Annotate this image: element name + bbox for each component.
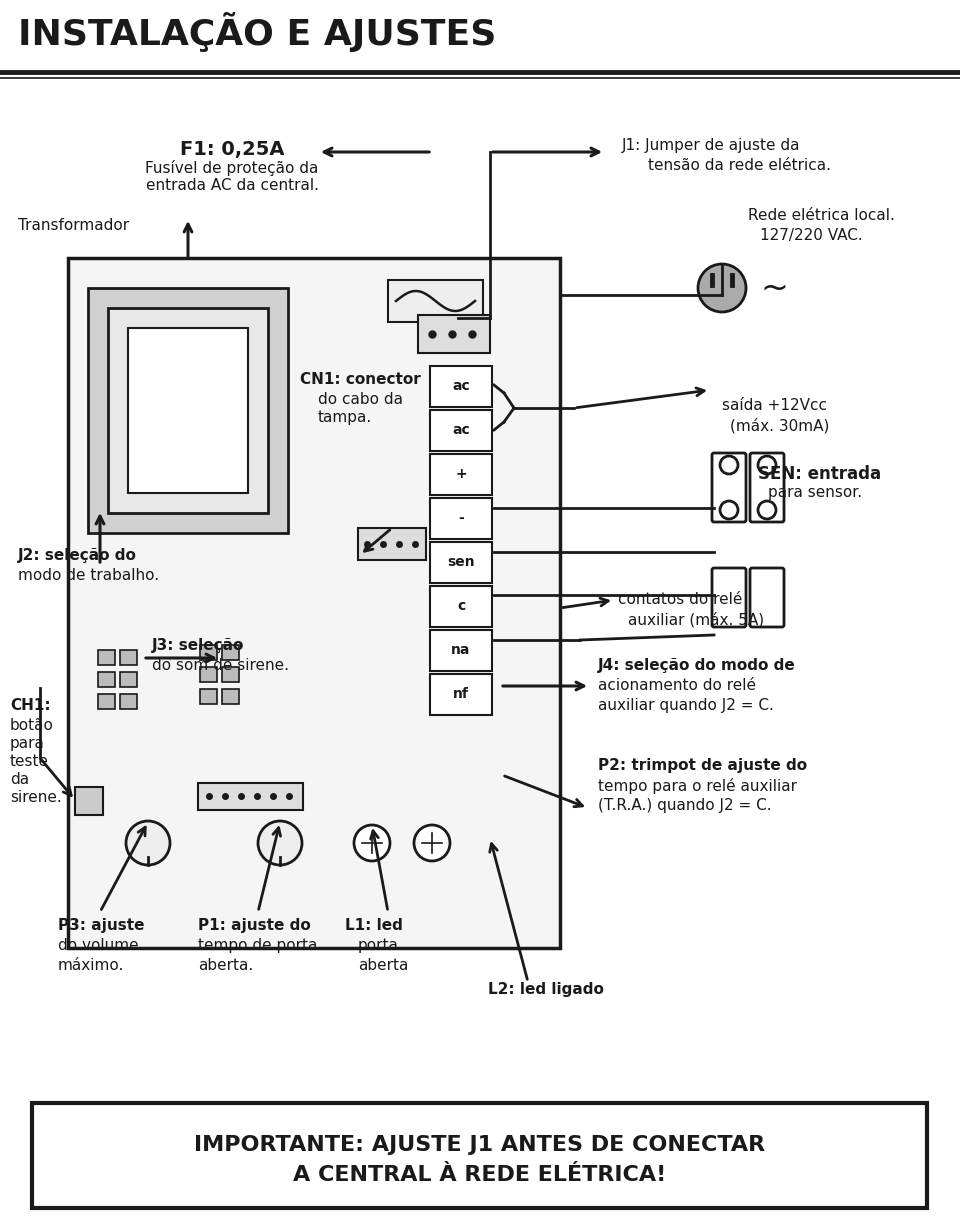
Text: tempo de porta: tempo de porta bbox=[198, 938, 318, 953]
Bar bbox=[32, 1103, 927, 1208]
Text: ~: ~ bbox=[760, 271, 788, 305]
Bar bbox=[430, 499, 492, 539]
Text: saída +12Vcc: saída +12Vcc bbox=[722, 398, 827, 413]
Bar bbox=[430, 586, 492, 628]
Bar bbox=[198, 783, 303, 810]
Text: -: - bbox=[458, 511, 464, 524]
Text: F1: 0,25A: F1: 0,25A bbox=[180, 140, 284, 158]
Text: botão: botão bbox=[10, 718, 54, 733]
Text: modo de trabalho.: modo de trabalho. bbox=[18, 569, 159, 583]
FancyBboxPatch shape bbox=[712, 569, 746, 628]
Text: P3: ajuste: P3: ajuste bbox=[58, 919, 145, 933]
Text: J1: Jumper de ajuste da: J1: Jumper de ajuste da bbox=[622, 138, 801, 154]
Text: c: c bbox=[457, 598, 466, 613]
Text: +: + bbox=[455, 467, 467, 480]
Text: do cabo da: do cabo da bbox=[318, 392, 403, 406]
Text: (máx. 30mA): (máx. 30mA) bbox=[730, 418, 829, 433]
Text: do volume: do volume bbox=[58, 938, 138, 953]
Text: SEN: entrada: SEN: entrada bbox=[758, 465, 881, 483]
Text: máximo.: máximo. bbox=[58, 958, 125, 973]
Bar bbox=[120, 650, 137, 666]
Bar bbox=[430, 366, 492, 406]
Bar bbox=[98, 672, 115, 686]
Text: CN1: conector: CN1: conector bbox=[300, 372, 420, 387]
FancyBboxPatch shape bbox=[750, 569, 784, 628]
Text: Rede elétrica local.: Rede elétrica local. bbox=[748, 208, 895, 223]
Text: Transformador: Transformador bbox=[18, 219, 130, 233]
Circle shape bbox=[126, 822, 170, 865]
Text: J2: seleção do: J2: seleção do bbox=[18, 548, 137, 562]
Bar bbox=[430, 630, 492, 670]
Text: tampa.: tampa. bbox=[318, 410, 372, 425]
Bar bbox=[88, 289, 288, 533]
Text: tensão da rede elétrica.: tensão da rede elétrica. bbox=[648, 158, 831, 173]
Bar bbox=[430, 674, 492, 715]
Text: INSTALAÇÃO E AJUSTES: INSTALAÇÃO E AJUSTES bbox=[18, 12, 496, 52]
Text: P1: ajuste do: P1: ajuste do bbox=[198, 919, 311, 933]
Bar bbox=[68, 258, 560, 948]
Text: IMPORTANTE: AJUSTE J1 ANTES DE CONECTAR: IMPORTANTE: AJUSTE J1 ANTES DE CONECTAR bbox=[194, 1135, 765, 1156]
Bar bbox=[222, 645, 239, 659]
Text: Fusível de proteção da: Fusível de proteção da bbox=[145, 160, 319, 176]
Text: teste: teste bbox=[10, 754, 49, 769]
Bar bbox=[98, 650, 115, 666]
Bar bbox=[430, 542, 492, 583]
Bar bbox=[418, 316, 490, 352]
Bar bbox=[222, 689, 239, 704]
Text: aberta.: aberta. bbox=[198, 958, 253, 973]
Text: P2: trimpot de ajuste do: P2: trimpot de ajuste do bbox=[598, 758, 807, 772]
Bar bbox=[75, 787, 103, 815]
Text: aberta: aberta bbox=[358, 958, 408, 973]
Bar bbox=[200, 667, 217, 682]
Text: CH1:: CH1: bbox=[10, 698, 51, 713]
Text: na: na bbox=[451, 642, 470, 657]
Circle shape bbox=[258, 822, 302, 865]
Bar bbox=[128, 328, 248, 492]
Text: ac: ac bbox=[452, 378, 469, 393]
Bar bbox=[200, 645, 217, 659]
Text: entrada AC da central.: entrada AC da central. bbox=[146, 178, 319, 193]
Bar bbox=[120, 672, 137, 686]
Bar bbox=[98, 694, 115, 709]
Bar bbox=[200, 689, 217, 704]
Text: L1: led: L1: led bbox=[345, 919, 403, 933]
Bar bbox=[358, 528, 426, 560]
Text: J4: seleção do modo de: J4: seleção do modo de bbox=[598, 658, 796, 673]
Text: auxiliar quando J2 = C.: auxiliar quando J2 = C. bbox=[598, 698, 774, 713]
Text: tempo para o relé auxiliar: tempo para o relé auxiliar bbox=[598, 779, 797, 795]
Text: L2: led ligado: L2: led ligado bbox=[488, 982, 604, 997]
Text: do som de sirene.: do som de sirene. bbox=[152, 658, 289, 673]
Bar bbox=[120, 694, 137, 709]
FancyBboxPatch shape bbox=[750, 453, 784, 522]
Text: sen: sen bbox=[447, 555, 475, 569]
FancyBboxPatch shape bbox=[712, 453, 746, 522]
Bar bbox=[108, 308, 268, 513]
Bar bbox=[430, 454, 492, 495]
Bar bbox=[222, 667, 239, 682]
Text: auxiliar (máx. 5A): auxiliar (máx. 5A) bbox=[628, 612, 764, 628]
Text: 127/220 VAC.: 127/220 VAC. bbox=[760, 228, 863, 243]
Text: nf: nf bbox=[453, 686, 468, 700]
Text: (T.R.A.) quando J2 = C.: (T.R.A.) quando J2 = C. bbox=[598, 798, 772, 813]
Circle shape bbox=[414, 825, 450, 861]
Text: contatos do relé: contatos do relé bbox=[618, 592, 742, 607]
Bar bbox=[430, 410, 492, 451]
Text: para: para bbox=[10, 736, 45, 752]
Text: acionamento do relé: acionamento do relé bbox=[598, 678, 756, 693]
Text: J3: seleção: J3: seleção bbox=[152, 639, 245, 653]
Text: ac: ac bbox=[452, 422, 469, 436]
Bar bbox=[388, 280, 483, 322]
Text: para sensor.: para sensor. bbox=[768, 485, 862, 500]
Text: porta: porta bbox=[358, 938, 398, 953]
Text: sirene.: sirene. bbox=[10, 790, 61, 806]
Circle shape bbox=[698, 264, 746, 312]
Circle shape bbox=[354, 825, 390, 861]
Text: A CENTRAL À REDE ELÉTRICA!: A CENTRAL À REDE ELÉTRICA! bbox=[293, 1165, 666, 1185]
Text: da: da bbox=[10, 772, 29, 787]
